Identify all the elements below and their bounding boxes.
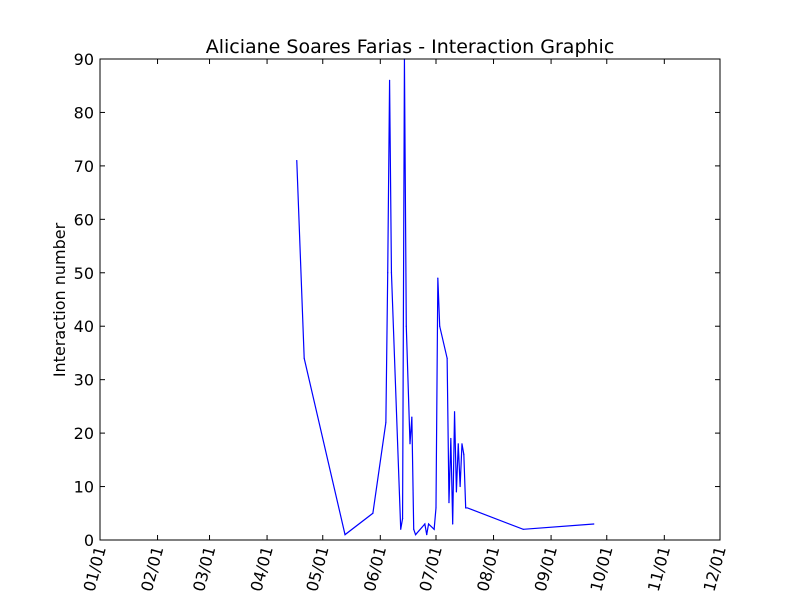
data-point: [388, 79, 391, 81]
data-point: [390, 272, 393, 274]
data-point: [461, 443, 463, 445]
data-point: [426, 534, 428, 536]
y-tick-label: 80: [74, 103, 94, 122]
data-point: [452, 523, 454, 525]
data-point: [413, 528, 415, 530]
data-point: [372, 512, 374, 514]
data-point: [522, 528, 524, 530]
y-tick-label: 30: [74, 371, 94, 390]
y-axis-label: Interaction number: [50, 222, 69, 377]
data-point: [400, 528, 402, 530]
data-point: [427, 523, 430, 525]
data-point: [303, 357, 305, 359]
data-point: [446, 357, 448, 359]
chart-title: Aliciane Soares Farias - Interaction Gra…: [206, 36, 615, 58]
data-point: [424, 523, 426, 525]
data-point: [344, 534, 346, 536]
data-point: [593, 523, 595, 525]
data-point: [450, 437, 452, 440]
data-point: [405, 325, 407, 327]
y-tick-label: 20: [74, 424, 94, 443]
y-tick-label: 60: [74, 210, 94, 229]
data-point: [437, 277, 439, 279]
data-point: [296, 159, 298, 162]
y-tick-label: 10: [74, 478, 94, 497]
axes-frame: [99, 58, 721, 541]
data-point: [459, 485, 461, 488]
data-point: [409, 443, 411, 445]
y-tick-label: 70: [74, 157, 94, 176]
data-point: [435, 507, 437, 509]
data-point: [401, 518, 404, 520]
data-point: [439, 325, 441, 327]
data-point: [453, 411, 456, 413]
y-tick-label: 50: [74, 264, 94, 283]
y-tick-label: 40: [74, 317, 94, 336]
data-point: [433, 528, 435, 530]
data-point: [448, 501, 450, 504]
y-tick-label: 90: [74, 50, 94, 69]
data-point: [466, 507, 469, 509]
data-point: [455, 491, 458, 493]
data-point: [411, 416, 413, 418]
data-point: [414, 534, 417, 536]
data-point: [465, 507, 467, 509]
data-point: [387, 272, 389, 274]
data-point: [463, 453, 465, 456]
data-point: [457, 443, 459, 445]
y-tick-label: 0: [84, 531, 94, 550]
data-point: [385, 421, 387, 424]
